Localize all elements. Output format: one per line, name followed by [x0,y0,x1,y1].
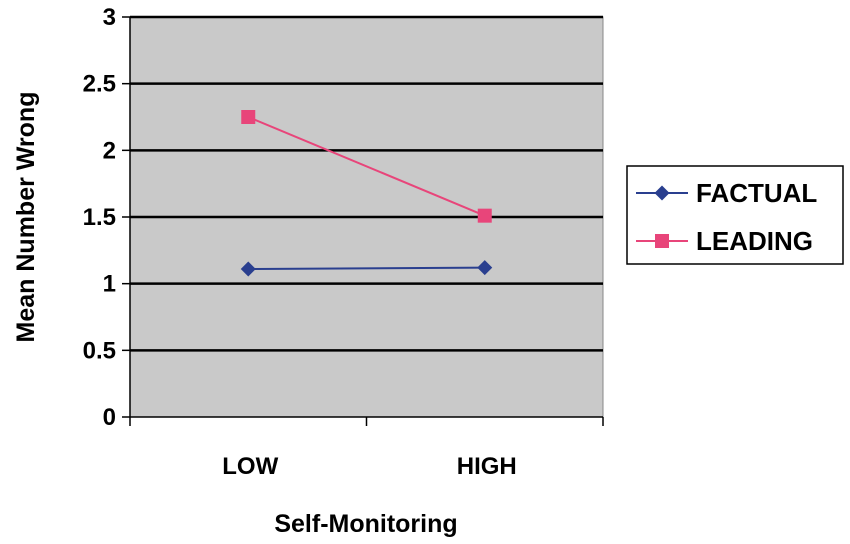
y-tick-label: 0 [103,404,116,431]
y-axis-title: Mean Number Wrong [12,92,40,343]
data-point [241,110,256,124]
x-axis-title: Self-Monitoring [274,510,457,538]
gridlines [130,15,603,352]
y-tick-label: 2.5 [83,71,116,98]
series-leading [241,110,492,223]
legend-label: LEADING [696,226,813,256]
series-line [248,266,485,270]
series-factual [240,260,493,277]
y-axis-ticks: 0 0.5 1 1.5 2 2.5 3 [83,4,130,431]
x-axis-ticks: LOW HIGH [129,417,604,480]
legend-swatch-marker [655,234,669,248]
legend-label: FACTUAL [696,178,817,208]
y-tick-label: 2 [103,137,116,164]
legend-swatch-marker [654,185,670,201]
y-tick-label: 1 [103,271,116,298]
data-point [477,208,492,223]
x-tick-label: LOW [222,453,278,480]
legend-item-factual: FACTUAL [636,178,817,208]
series-group [240,110,493,277]
legend-item-leading: LEADING [636,226,813,256]
y-tick-label: 3 [103,4,116,31]
data-point [240,261,256,277]
series-line [247,116,486,217]
legend: FACTUAL LEADING [626,165,844,265]
y-tick-label: 0.5 [83,337,116,364]
data-point [477,260,493,276]
y-tick-label: 1.5 [83,204,116,231]
x-tick-label: HIGH [457,453,517,480]
